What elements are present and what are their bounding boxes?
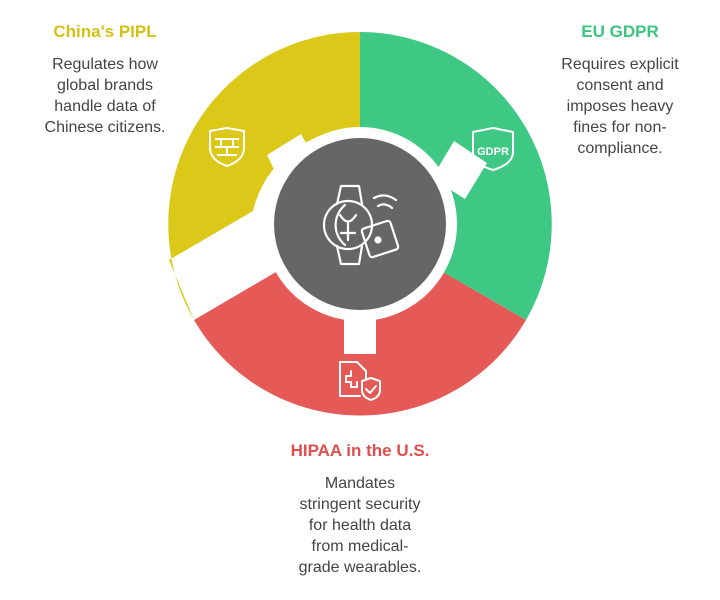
gdpr-title: EU GDPR	[581, 22, 659, 41]
hipaa-desc-line: grade wearables.	[298, 559, 422, 576]
gdpr-desc-line: compliance.	[577, 140, 663, 157]
hipaa-desc-line: stringent security	[299, 496, 421, 513]
gdpr-label-block: EU GDPR Requires explicit consent and im…	[540, 22, 700, 159]
medical-document-check-icon	[339, 361, 381, 401]
gdpr-shield-icon: GDPR	[472, 127, 514, 171]
gdpr-desc-line: imposes heavy	[566, 98, 674, 115]
hipaa-title: HIPAA in the U.S.	[290, 441, 430, 460]
hipaa-desc-line: Mandates	[324, 475, 396, 492]
gdpr-description: Requires explicit consent and imposes he…	[540, 54, 700, 159]
smartwatch-privacy-icon	[322, 184, 400, 266]
hipaa-description: Mandates stringent security for health d…	[255, 473, 465, 578]
pipl-desc-line: handle data of	[54, 98, 156, 115]
pipl-title: China's PIPL	[53, 22, 157, 41]
pipl-desc-line: Chinese citizens.	[44, 119, 166, 136]
gdpr-icon-text: GDPR	[477, 146, 509, 158]
pipl-label-block: China's PIPL Regulates how global brands…	[20, 22, 190, 138]
hipaa-desc-line: for health data	[308, 517, 412, 534]
segment-pipl	[168, 32, 360, 320]
gdpr-desc-line: Requires explicit	[561, 56, 679, 73]
hipaa-desc-line: from medical-	[311, 538, 409, 555]
center-circle	[274, 138, 446, 310]
pipl-desc-line: Regulates how	[52, 56, 158, 73]
firewall-shield-icon	[209, 127, 245, 167]
pipl-desc-line: global brands	[56, 77, 154, 94]
gdpr-desc-line: fines for non-	[573, 119, 667, 136]
hipaa-label-block: HIPAA in the U.S. Mandates stringent sec…	[255, 441, 465, 578]
pipl-description: Regulates how global brands handle data …	[20, 54, 190, 138]
gdpr-desc-line: consent and	[576, 77, 664, 94]
